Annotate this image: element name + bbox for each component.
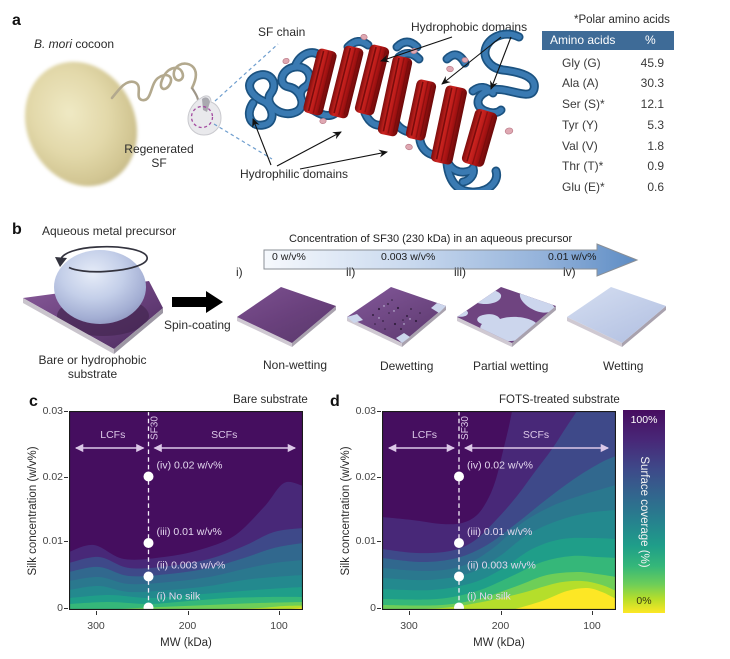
svg-text:(ii) 0.003 w/v%: (ii) 0.003 w/v%	[467, 560, 536, 572]
svg-text:(iii) 0.01 w/v%: (iii) 0.01 w/v%	[157, 526, 222, 538]
svg-text:SF30: SF30	[150, 416, 161, 440]
svg-text:(ii) 0.003 w/v%: (ii) 0.003 w/v%	[157, 560, 226, 572]
svg-text:SCFs: SCFs	[211, 429, 237, 441]
svg-text:LCFs: LCFs	[412, 429, 437, 441]
svg-text:(i) No silk: (i) No silk	[467, 591, 511, 603]
svg-text:(iv) 0.02 w/v%: (iv) 0.02 w/v%	[157, 460, 223, 472]
svg-text:LCFs: LCFs	[100, 429, 125, 441]
svg-text:SF30: SF30	[460, 416, 471, 440]
svg-text:(i) No silk: (i) No silk	[157, 591, 201, 603]
svg-text:(iii) 0.01 w/v%: (iii) 0.01 w/v%	[467, 526, 532, 538]
svg-text:(iv) 0.02 w/v%: (iv) 0.02 w/v%	[467, 460, 533, 472]
svg-text:SCFs: SCFs	[523, 429, 549, 441]
